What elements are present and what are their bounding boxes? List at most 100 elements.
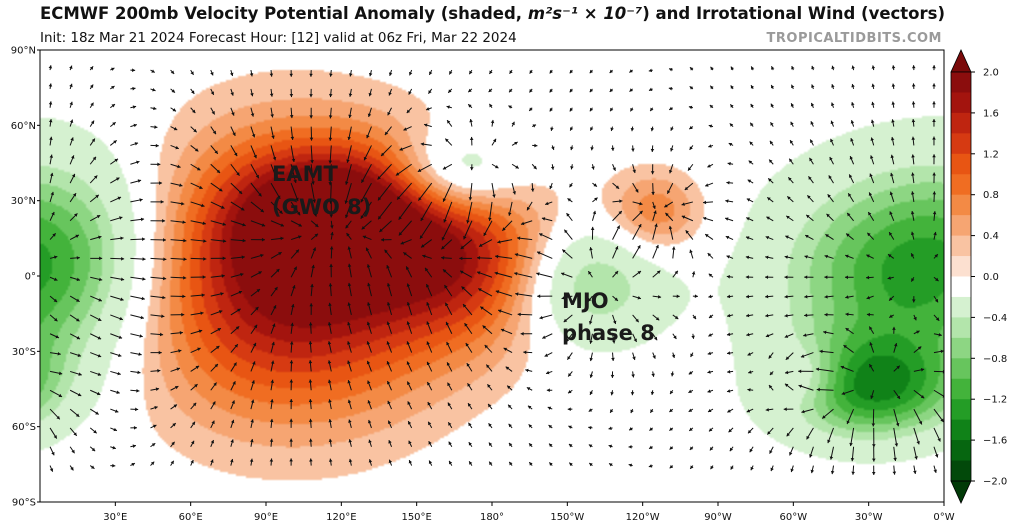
- wind-vector-head: [509, 88, 513, 93]
- wind-vector-head: [608, 444, 613, 449]
- colorbar-tick-label: −0.4: [983, 313, 1007, 324]
- wind-vector-head: [117, 196, 122, 200]
- wind-vector-head: [255, 174, 259, 179]
- wind-vector-head: [650, 409, 654, 413]
- wind-vector-head: [549, 462, 553, 466]
- wind-vector-head: [940, 418, 944, 422]
- wind-vector-head: [442, 166, 447, 170]
- wind-vector-head: [512, 191, 517, 195]
- wind-vector-head: [765, 255, 769, 260]
- wind-vector-head: [891, 119, 895, 123]
- longitude-axis: 30°E 60°E 90°E 120°E 150°E 180° 150°W 120°W 90°W…: [103, 502, 955, 523]
- wind-vector-head: [260, 253, 264, 258]
- wind-vector-head: [765, 236, 770, 240]
- wind-vector-head: [689, 67, 694, 71]
- wind-vector-head: [195, 365, 200, 370]
- wind-vector-head: [568, 444, 573, 448]
- colorbar-segment: [951, 419, 971, 441]
- wind-vector-head: [134, 142, 139, 146]
- wind-vector: [893, 427, 898, 447]
- wind-vector-head: [215, 345, 220, 350]
- wind-vector-head: [238, 290, 243, 295]
- wind-vector-head: [292, 285, 296, 289]
- wind-vector-head: [730, 104, 734, 108]
- wind-vector-head: [707, 253, 712, 257]
- wind-vector-head: [222, 222, 226, 226]
- wind-vector-head: [76, 298, 80, 302]
- wind-vector-head: [811, 65, 815, 70]
- wind-vector: [442, 182, 453, 202]
- wind-vector-head: [748, 160, 753, 164]
- wind-vector-head: [692, 315, 697, 320]
- wind-vector-head: [767, 431, 771, 435]
- velocity-potential-field: [40, 50, 944, 502]
- wind-vector-head: [503, 347, 508, 352]
- wind-vector-head: [769, 371, 774, 376]
- wind-vector-head: [197, 347, 201, 351]
- wind-vector-head: [445, 138, 449, 143]
- wind-vector-head: [242, 222, 246, 227]
- wind-vector-head: [594, 197, 598, 201]
- wind-vector-head: [523, 350, 527, 355]
- wind-vector-head: [75, 413, 80, 417]
- wind-vector-head: [808, 176, 812, 180]
- wind-vector-head: [589, 391, 594, 395]
- wind-vector-head: [650, 127, 655, 132]
- wind-vector-head: [851, 102, 855, 106]
- wind-vector-head: [408, 91, 412, 95]
- wind-vector: [345, 164, 352, 185]
- wind-vector-head: [727, 409, 731, 413]
- wind-vector-head: [377, 196, 382, 201]
- wind-vector-head: [154, 125, 158, 129]
- wind-vector-head: [935, 277, 939, 282]
- wind-vector-head: [911, 101, 916, 105]
- wind-vector-head: [55, 334, 59, 339]
- colorbar-tick-label: −2.0: [983, 477, 1007, 488]
- wind-vector-head: [113, 140, 117, 144]
- colorbar-segment: [951, 440, 971, 462]
- wind-vector-head: [276, 268, 280, 273]
- wind-vector-head: [806, 214, 810, 219]
- wind-vector-head: [588, 425, 592, 430]
- wind-vector-head: [849, 156, 854, 160]
- wind-vector-head: [529, 88, 533, 93]
- wind-vector-head: [726, 332, 731, 337]
- wind-vector-head: [648, 464, 653, 468]
- wind-vector-head: [232, 381, 236, 385]
- wind-vector-head: [468, 422, 472, 427]
- wind-vector-head: [670, 390, 674, 395]
- wind-vector-head: [804, 275, 808, 279]
- wind-vector-head: [609, 463, 613, 467]
- wind-vector-head: [932, 191, 937, 195]
- wind-vector-head: [520, 331, 524, 336]
- wind-vector-head: [536, 272, 540, 276]
- wind-vector-head: [366, 321, 371, 326]
- wind-vector-head: [293, 266, 297, 271]
- wind-vector-head: [649, 427, 653, 431]
- wind-vector-head: [611, 340, 616, 344]
- wind-vector-head: [689, 86, 694, 90]
- wind-vector: [377, 201, 392, 220]
- wind-vector: [488, 201, 493, 221]
- wind-vector-head: [589, 357, 593, 362]
- wind-vector-head: [589, 88, 594, 93]
- eamt-annotation-line2: (GWO 8): [272, 195, 371, 219]
- wind-vector-head: [590, 127, 594, 131]
- wind-vector-head: [297, 235, 302, 239]
- wind-vector-head: [786, 432, 790, 437]
- wind-vector-head: [547, 406, 552, 410]
- wind-vector-head: [362, 235, 367, 239]
- wind-vector-head: [657, 295, 662, 299]
- wind-vector-head: [709, 104, 714, 109]
- wind-vector-head: [561, 272, 565, 276]
- wind-vector-head: [866, 312, 871, 317]
- wind-vector-head: [567, 407, 571, 411]
- wind-vector-head: [314, 223, 319, 227]
- wind-vector-head: [118, 353, 122, 357]
- wind-vector-head: [527, 405, 532, 409]
- wind-vector-head: [240, 272, 244, 277]
- wind-vector-head: [157, 369, 161, 373]
- wind-vector-head: [95, 411, 99, 415]
- wind-vector-head: [241, 255, 245, 259]
- wind-vector-head: [388, 92, 392, 96]
